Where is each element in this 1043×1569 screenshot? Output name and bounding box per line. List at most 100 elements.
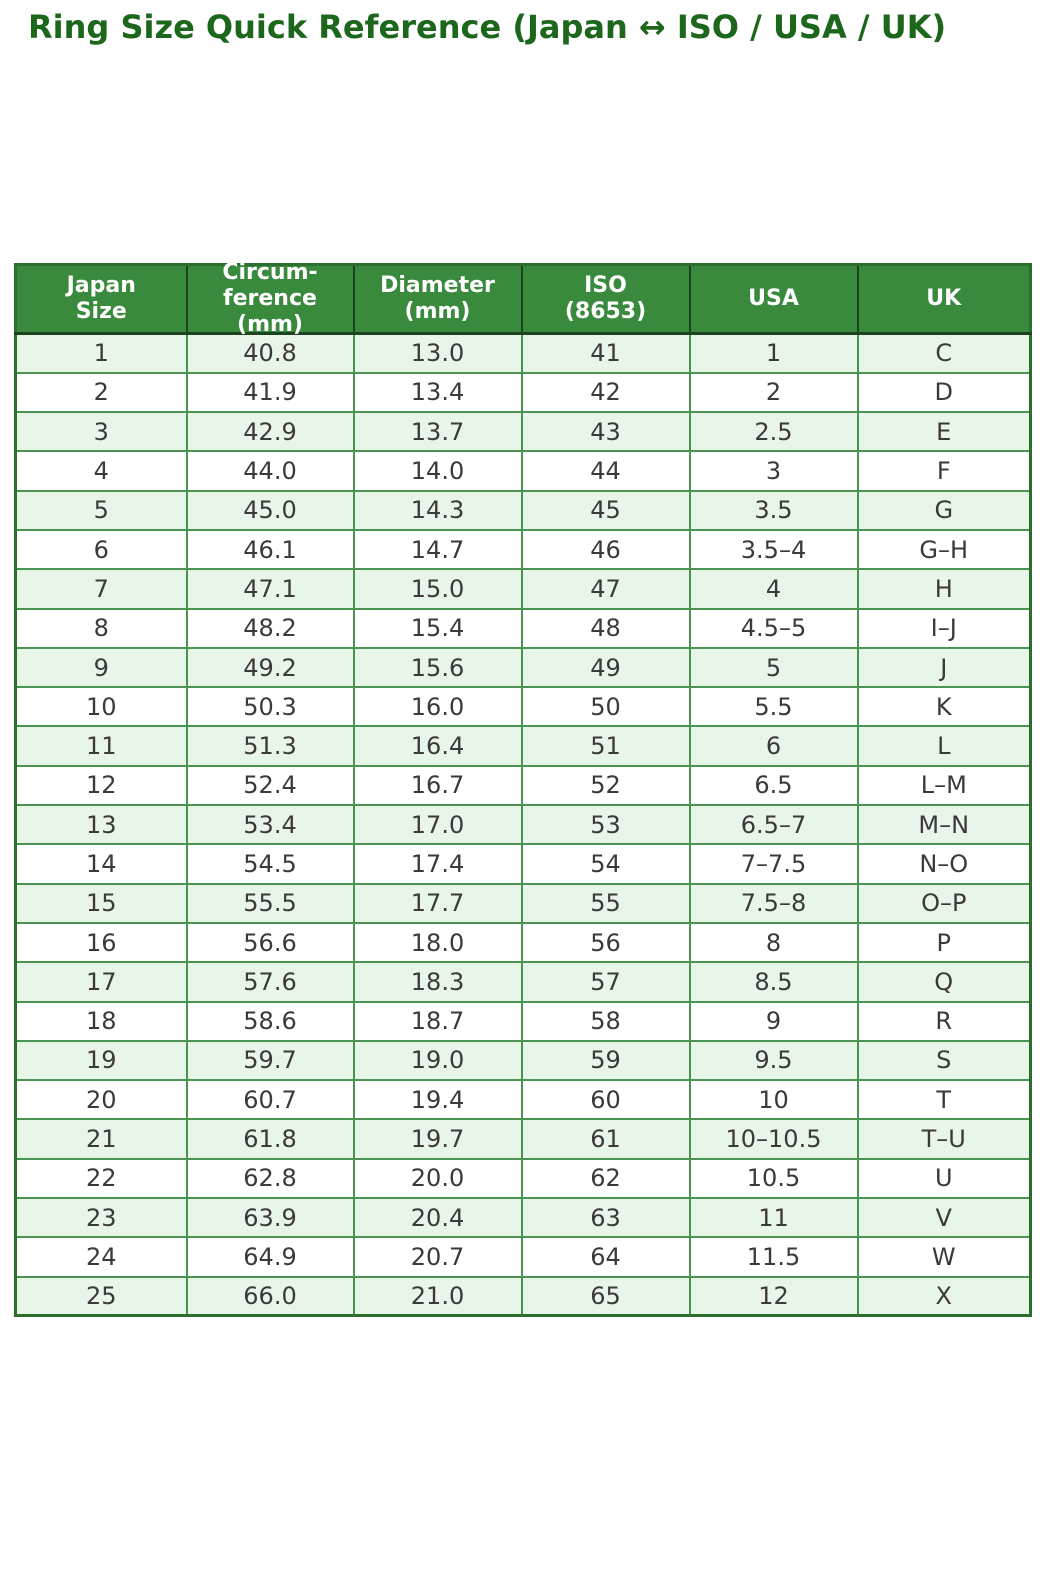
table-cell: 17.0	[352, 804, 523, 846]
table-cell: 12	[688, 1275, 859, 1317]
table-cell: 14.0	[352, 450, 523, 492]
table-cell: 15.6	[352, 646, 523, 689]
table-cell: 11	[688, 1197, 859, 1239]
table-cell: 13.4	[352, 371, 523, 414]
table-cell: 20.0	[352, 1157, 523, 1200]
table-row: 6 46.1 14.7 46 3.5–4 G–H	[14, 528, 1032, 571]
table-cell: 52.4	[185, 764, 355, 807]
table-cell: 6.5	[688, 764, 859, 807]
table-cell: 12	[14, 764, 188, 807]
table-cell: 14.3	[352, 489, 523, 531]
table-cell: Q	[856, 961, 1032, 1003]
table-cell: 19.7	[352, 1118, 523, 1160]
table-cell: 14	[14, 843, 188, 885]
table-cell: 41.9	[185, 371, 355, 414]
table-cell: 2	[688, 371, 859, 414]
table-cell: 14.7	[352, 528, 523, 571]
table-cell: L	[856, 725, 1032, 767]
table-cell: 21.0	[352, 1275, 523, 1317]
table-cell: 10	[14, 686, 188, 728]
table-cell: 50	[520, 686, 691, 728]
table-cell: 51.3	[185, 725, 355, 767]
table-cell: 3	[14, 411, 188, 453]
table-cell: 64.9	[185, 1236, 355, 1278]
table-row: 15 55.5 17.7 55 7.5–8 O–P	[14, 882, 1032, 924]
table-cell: 2	[14, 371, 188, 414]
table-cell: S	[856, 1039, 1032, 1082]
table-cell: G	[856, 489, 1032, 531]
column-header: Circum- ference (mm)	[185, 260, 355, 337]
table-cell: 47	[520, 568, 691, 610]
table-cell: 44.0	[185, 450, 355, 492]
table-cell: O–P	[856, 882, 1032, 924]
table-cell: L–M	[856, 764, 1032, 807]
table-cell: T	[856, 1079, 1032, 1121]
table-cell: 50.3	[185, 686, 355, 728]
table-cell: T–U	[856, 1118, 1032, 1160]
ring-size-table: Japan Size Circum- ference (mm) Diameter (…	[14, 260, 1032, 1318]
table-cell: 56.6	[185, 921, 355, 964]
table-cell: 60.7	[185, 1079, 355, 1121]
table-cell: 54	[520, 843, 691, 885]
table-cell: 46	[520, 528, 691, 571]
table-cell: 7	[14, 568, 188, 610]
table-row: 19 59.7 19.0 59 9.5 S	[14, 1039, 1032, 1082]
table-cell: 5	[14, 489, 188, 531]
table-cell: 19	[14, 1039, 188, 1082]
table-cell: 63	[520, 1197, 691, 1239]
table-cell: 8	[688, 921, 859, 964]
table-cell: H	[856, 568, 1032, 610]
table-cell: 53.4	[185, 804, 355, 846]
table-row: 23 63.9 20.4 63 11 V	[14, 1197, 1032, 1239]
table-cell: 8.5	[688, 961, 859, 1003]
table-cell: 44	[520, 450, 691, 492]
table-cell: 55	[520, 882, 691, 924]
table-cell: 10	[688, 1079, 859, 1121]
table-cell: 15.0	[352, 568, 523, 610]
table-cell: 25	[14, 1275, 188, 1317]
table-cell: 3.5	[688, 489, 859, 531]
table-cell: I–J	[856, 607, 1032, 649]
table-cell: 18.7	[352, 1000, 523, 1042]
table-row: 1 40.8 13.0 41 1 C	[14, 332, 1032, 374]
table-cell: 8	[14, 607, 188, 649]
table-cell: 23	[14, 1197, 188, 1239]
table-cell: 16.4	[352, 725, 523, 767]
table-cell: 5.5	[688, 686, 859, 728]
table-cell: K	[856, 686, 1032, 728]
column-header-label: Diameter (mm)	[380, 273, 495, 324]
table-cell: 61.8	[185, 1118, 355, 1160]
table-cell: 9	[688, 1000, 859, 1042]
table-cell: 9.5	[688, 1039, 859, 1082]
table-cell: U	[856, 1157, 1032, 1200]
table-row: 25 66.0 21.0 65 12 X	[14, 1275, 1032, 1317]
table-cell: 48	[520, 607, 691, 649]
column-header-label: UK	[926, 286, 962, 311]
table-cell: 63.9	[185, 1197, 355, 1239]
column-header: Japan Size	[14, 263, 188, 335]
table-row: 2 41.9 13.4 42 2 D	[14, 371, 1032, 414]
table-cell: 18.0	[352, 921, 523, 964]
column-header: Diameter (mm)	[352, 263, 523, 335]
table-row: 14 54.5 17.4 54 7–7.5 N–O	[14, 843, 1032, 885]
table-cell: 47.1	[185, 568, 355, 610]
table-cell: 59.7	[185, 1039, 355, 1082]
table-body: 1 40.8 13.0 41 1 C 2 41.9 13.4 42 2 D 3 42.9 13.7 43 2.5…	[14, 332, 1032, 1317]
table-row: 12 52.4 16.7 52 6.5 L–M	[14, 764, 1032, 807]
table-cell: 4	[688, 568, 859, 610]
table-row: 4 44.0 14.0 44 3 F	[14, 450, 1032, 492]
column-header-label: Circum- ference (mm)	[222, 260, 318, 337]
table-header: Japan Size Circum- ference (mm) Diameter (…	[14, 260, 1032, 337]
table-cell: 18	[14, 1000, 188, 1042]
column-header: UK	[856, 263, 1032, 335]
table-cell: E	[856, 411, 1032, 453]
table-cell: 64	[520, 1236, 691, 1278]
table-cell: 16	[14, 921, 188, 964]
column-header-label: USA	[748, 286, 799, 311]
table-cell: 3.5–4	[688, 528, 859, 571]
table-cell: 6.5–7	[688, 804, 859, 846]
table-cell: 13.7	[352, 411, 523, 453]
table-cell: 11	[14, 725, 188, 767]
table-cell: 40.8	[185, 332, 355, 374]
table-row: 16 56.6 18.0 56 8 P	[14, 921, 1032, 964]
